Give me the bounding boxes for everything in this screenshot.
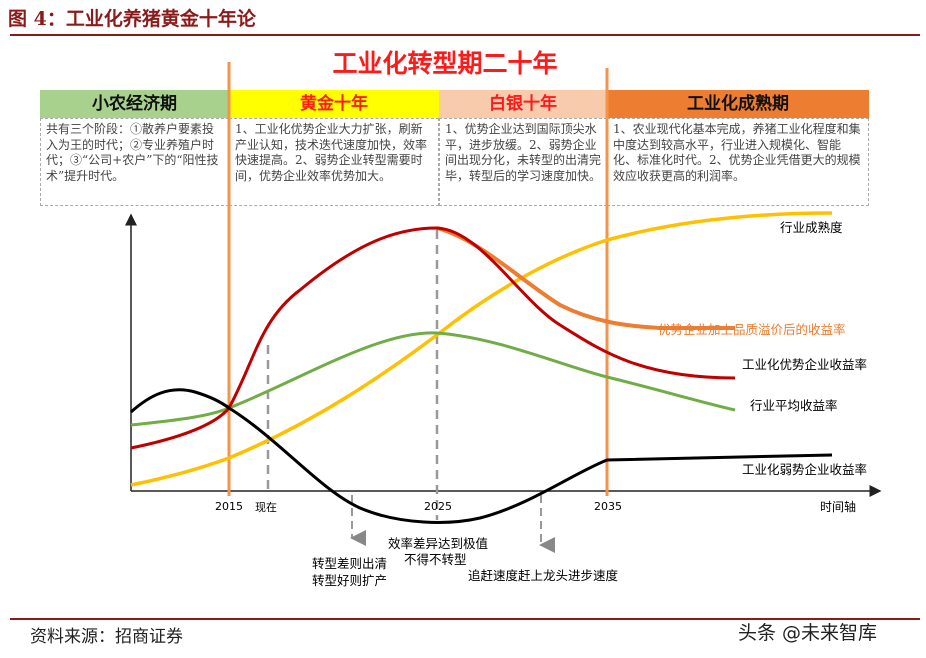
- label-industry-maturity: 行业成熟度: [780, 220, 843, 235]
- phase-header-smallholder: 小农经济期: [40, 90, 229, 118]
- tick-2025: 2025: [424, 500, 452, 513]
- tick-2035: 2035: [594, 500, 622, 513]
- phase-desc-silver: 1、优势企业达到国际顶尖水平，进步放缓。2、弱势企业间出现分化，未转型的出清完毕…: [439, 118, 607, 206]
- curve-laggard-return: [130, 388, 833, 524]
- phase-header-golden: 黄金十年: [229, 90, 439, 118]
- curve-industry-maturity: [130, 211, 833, 487]
- title-rule: [10, 34, 920, 36]
- label-leader-return: 工业化优势企业收益率: [742, 357, 867, 372]
- annotation-1-line2: 转型好则扩产: [312, 573, 387, 588]
- annotation-1-line1: 转型差则出清: [312, 556, 387, 571]
- tick-now: 现在: [255, 501, 277, 514]
- phase-desc-golden: 1、工业化优势企业大力扩张，刷新产业认知，技术迭代速度加快，效率快速提高。2、弱…: [229, 118, 439, 206]
- figure-title: 图 4：工业化养猪黄金十年论: [8, 8, 256, 30]
- phase-desc-mature: 1、农业现代化基本完成，养猪工业化程度和集中度达到较高水平，行业进入规模化、智能…: [607, 118, 869, 206]
- curve-premium-return: [436, 226, 735, 330]
- tick-2015: 2015: [215, 500, 243, 513]
- source-note: 资料来源：招商证券: [30, 627, 183, 647]
- phase-header-mature: 工业化成熟期: [607, 90, 869, 118]
- phase-header-silver: 白银十年: [439, 90, 607, 118]
- annotation-2-line1: 效率差异达到极值: [388, 536, 488, 551]
- label-average-return: 行业平均收益率: [750, 398, 838, 413]
- annotation-2-line2: 不得不转型: [404, 552, 467, 567]
- label-premium-return: 优势企业加上品质溢价后的收益率: [658, 322, 846, 337]
- phase-desc-smallholder: 共有三个阶段：①散养户要素投入为王的时代；②专业养殖户时代；③“公司+农户”下的…: [40, 118, 229, 206]
- main-title: 工业化转型期二十年: [332, 49, 558, 78]
- curve-average-return: [130, 331, 736, 427]
- label-laggard-return: 工业化弱势企业收益率: [742, 462, 867, 477]
- annotation-3: 追赶速度赶上龙头进步速度: [468, 568, 619, 583]
- bottom-rule: [10, 618, 920, 620]
- x-axis-label: 时间轴: [820, 499, 856, 514]
- watermark: 头条 @未来智库: [738, 622, 878, 644]
